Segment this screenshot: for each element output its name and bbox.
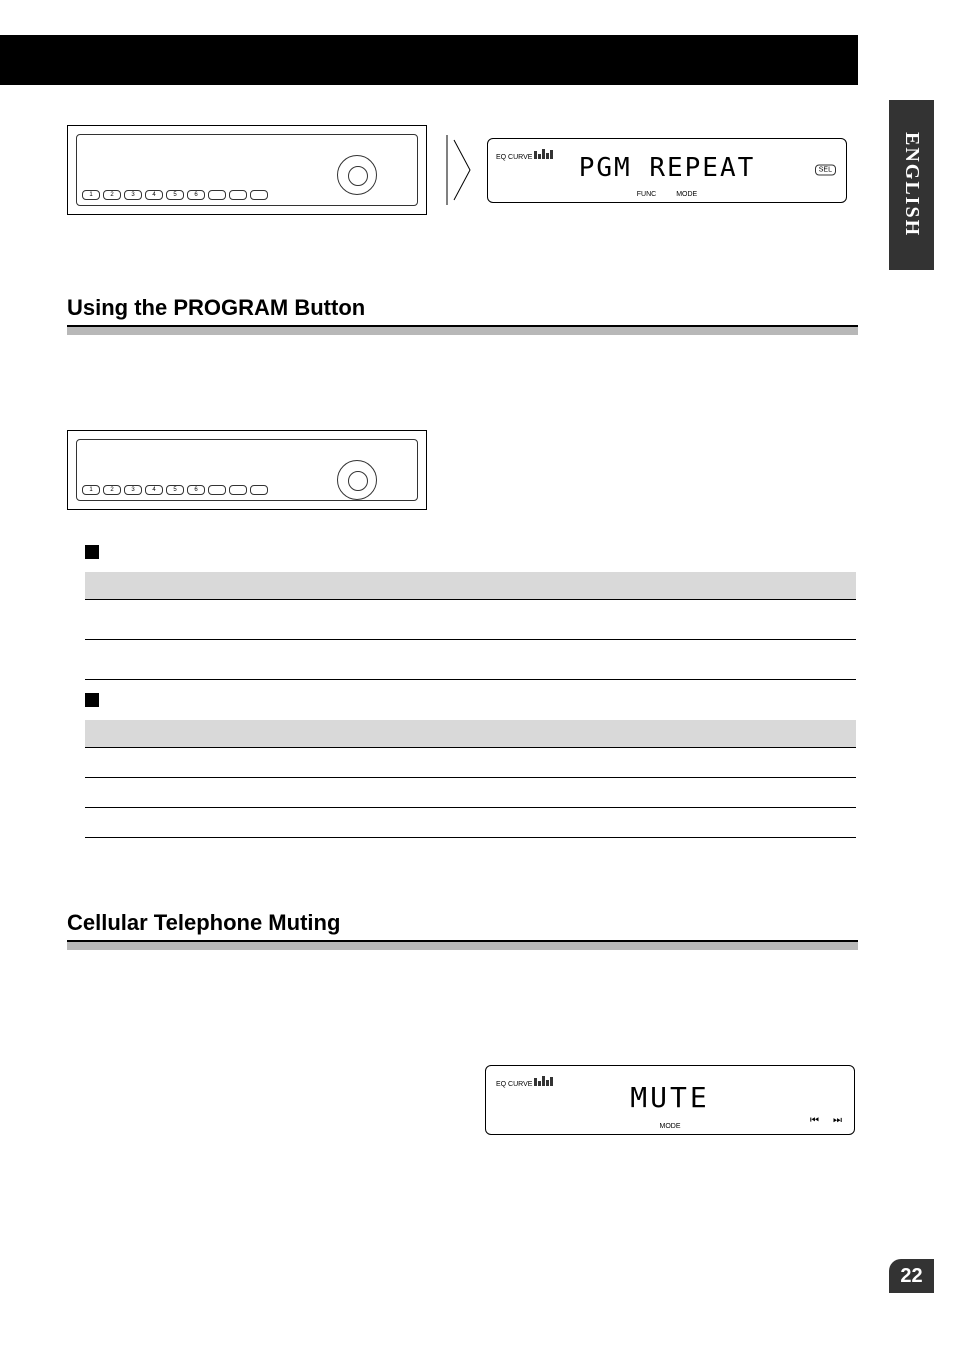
mute-eq-curve: EQ CURVE [496,1072,553,1088]
lcd-display-repeat: EQ CURVE PGM REPEAT FUNC MODE SEL [487,138,847,203]
func-label: FUNC [637,191,656,198]
bullet-square-1 [85,545,99,559]
lcd-bottom-labels: FUNC MODE [637,191,697,198]
table1-row-2 [85,640,856,680]
table-1 [85,545,856,680]
section2-heading: Cellular Telephone Muting [67,910,858,942]
diagram-row: 1 2 3 4 5 6 EQ CURVE PGM REPEAT FUNC MOD… [67,115,858,225]
preset-blank-3-sm [250,485,268,495]
section-cellular-muting: Cellular Telephone Muting [67,910,858,950]
mute-mode-label: MODE [660,1123,681,1130]
table2-header [85,720,856,748]
preset-3-sm: 3 [124,485,142,495]
preset-blank-2-sm [229,485,247,495]
device-diagram-small: 1 2 3 4 5 6 [67,430,427,510]
mute-nav-icons: ⏮ ⏭ [810,1115,842,1126]
device-body-small: 1 2 3 4 5 6 [76,439,418,501]
eq-curve-label: EQ CURVE [496,145,553,161]
preset-blank-1 [208,190,226,200]
eq-bars-icon [534,147,553,159]
preset-1: 1 [82,190,100,200]
eq-curve-text: EQ CURVE [496,154,532,161]
section1-underline [67,327,858,335]
top-black-bar [0,35,858,85]
preset-6-sm: 6 [187,485,205,495]
page-number-badge: 22 [889,1259,934,1293]
device-dial-small [337,460,377,500]
mode-label: MODE [676,191,697,198]
device-diagram-large: 1 2 3 4 5 6 [67,125,427,215]
prev-track-icon: ⏮ [810,1115,819,1126]
section2-underline [67,942,858,950]
device-body: 1 2 3 4 5 6 [76,134,418,206]
sel-label: SEL [815,165,836,176]
preset-blank-1-sm [208,485,226,495]
preset-row-small: 1 2 3 4 5 6 [82,485,268,495]
preset-2: 2 [103,190,121,200]
table2-row-2 [85,778,856,808]
preset-3: 3 [124,190,142,200]
bullet-square-2 [85,693,99,707]
preset-row: 1 2 3 4 5 6 [82,190,268,200]
page-number: 22 [900,1265,922,1288]
device-dial-inner-small [348,471,368,491]
table1-header [85,572,856,600]
section-program-button: Using the PROGRAM Button 1 2 3 4 5 6 [67,295,858,510]
preset-blank-3 [250,190,268,200]
preset-blank-2 [229,190,247,200]
mute-eq-text: EQ CURVE [496,1081,532,1088]
language-tab-text: ENGLISH [900,132,923,237]
preset-2-sm: 2 [103,485,121,495]
table1-row-1 [85,600,856,640]
next-track-icon: ⏭ [833,1115,842,1126]
preset-1-sm: 1 [82,485,100,495]
device-dial [337,155,377,195]
preset-5: 5 [166,190,184,200]
preset-6: 6 [187,190,205,200]
table2-row-3 [85,808,856,838]
preset-4-sm: 4 [145,485,163,495]
language-tab: ENGLISH [889,100,934,270]
table2-row-1 [85,748,856,778]
device-dial-inner [348,166,368,186]
table-2 [85,693,856,838]
lcd-display-mute: EQ CURVE MUTE MODE ⏮ ⏭ [485,1065,855,1135]
mute-main-text: MUTE [630,1081,709,1114]
mute-eq-bars-icon [534,1074,553,1086]
preset-4: 4 [145,190,163,200]
preset-5-sm: 5 [166,485,184,495]
section1-heading: Using the PROGRAM Button [67,295,858,327]
arrow-icon [427,130,487,210]
